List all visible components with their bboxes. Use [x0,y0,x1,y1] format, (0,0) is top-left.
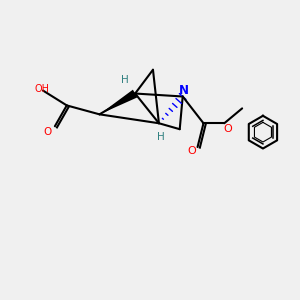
Text: O: O [43,127,52,137]
Text: OH: OH [34,84,49,94]
Text: H: H [121,75,129,85]
Text: O: O [187,146,196,157]
Polygon shape [100,90,137,114]
Text: O: O [223,124,232,134]
Text: H: H [157,132,164,142]
Text: N: N [179,84,189,97]
